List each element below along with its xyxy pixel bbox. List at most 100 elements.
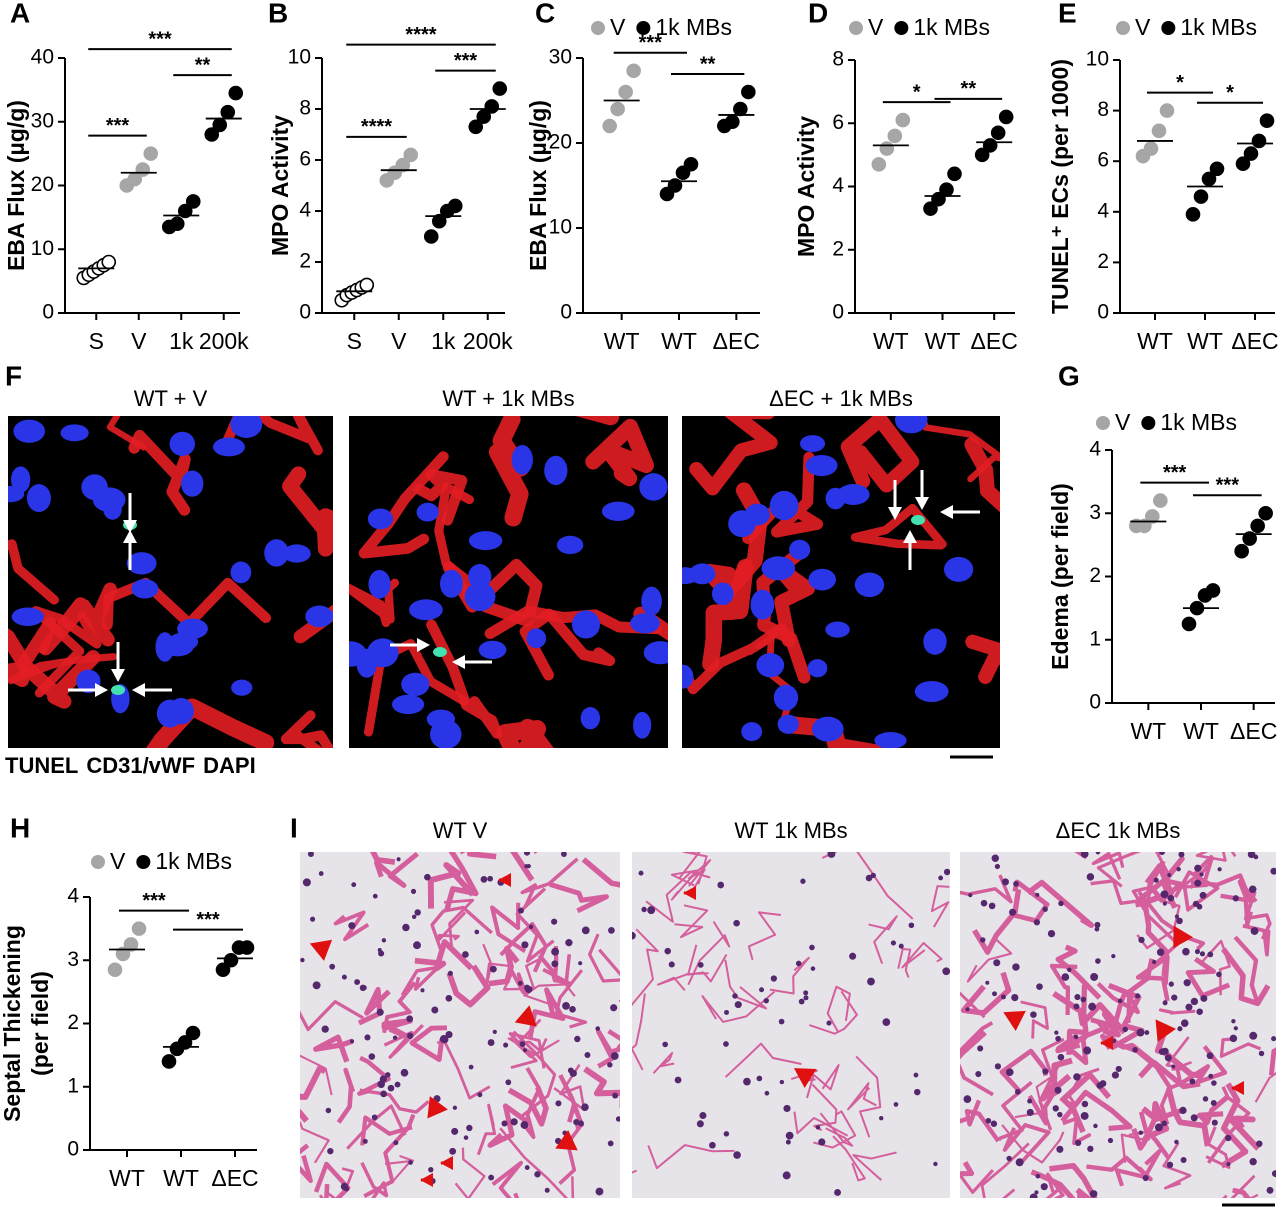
alveolar-wall [897,948,912,978]
vessel-stain [585,418,654,487]
nucleus-stain [156,699,183,728]
cell-nucleus [1081,1100,1089,1108]
vessel-stain [280,710,333,748]
cell-nucleus [1094,926,1100,932]
alveolar-wall [724,959,768,1010]
nucleus-stain [440,569,463,598]
alveolar-wall [645,871,711,923]
red-arrowhead [427,1096,448,1119]
nucleus-stain [805,454,838,477]
x-tick-label: WT [661,328,697,354]
alveolar-wall [502,958,540,991]
y-tick-label: 0 [299,301,311,324]
cell-nucleus [968,893,973,898]
nucleus-stain [811,716,844,742]
nucleus-stain [305,605,333,628]
data-point [947,166,962,182]
significance-label: *** [639,32,663,54]
y-axis-label: EBA Flux (µg/g) [3,100,29,271]
alveolar-wall [1237,879,1258,927]
nucleus-stain [643,641,668,665]
cell-nucleus [849,952,857,960]
cell-nucleus [1194,879,1202,887]
nucleus-stain [131,579,159,599]
cell-nucleus [521,941,529,949]
nucleus-stain [468,564,492,589]
legend-marker [91,855,105,869]
micrograph-content [960,852,1276,1198]
cell-nucleus [487,875,493,882]
vessel-stain [682,622,787,695]
y-tick-label: 4 [1089,438,1101,461]
alveolar-wall [1195,852,1237,862]
alveolar-wall [813,1110,857,1149]
alveolar-wall [747,911,782,961]
cell-nucleus [943,868,950,876]
cell-nucleus [1087,1145,1094,1153]
red-arrow-head [440,1156,453,1170]
nucleus-stain [711,582,734,606]
cell-nucleus [1153,877,1159,883]
red-arrow-head [1231,1081,1244,1095]
alveolar-wall [490,902,527,953]
cell-nucleus [445,994,453,1002]
nucleus-stain [103,498,122,520]
cell-nucleus [1035,892,1040,897]
y-tick-label: 0 [42,301,54,324]
cell-nucleus [492,1029,497,1034]
cell-nucleus [1200,994,1208,1002]
cell-nucleus [1271,1036,1276,1042]
alveolar-wall [980,1142,1030,1198]
cell-nucleus [462,951,469,958]
cell-nucleus [1166,1161,1174,1169]
arrow-head [123,520,137,533]
vessel-stain [434,482,474,600]
alveolar-wall [1049,963,1078,1016]
nucleus-stain [368,569,391,599]
significance-label: * [913,81,921,103]
nucleus-stain [580,707,601,730]
red-arrowhead [1173,925,1193,949]
alveolar-wall [1162,1142,1192,1190]
significance-label: ** [700,53,716,75]
vessel-stain [689,416,778,496]
cell-nucleus [607,1140,614,1147]
cell-nucleus [1182,947,1190,956]
nucleus-stain [825,621,850,638]
y-tick-label: 3 [1089,501,1101,524]
data-point [939,182,954,197]
data-point [982,138,998,153]
cell-nucleus [302,878,311,887]
cell-nucleus [1156,948,1165,956]
cell-nucleus [573,1118,580,1126]
nucleus-stain [126,552,157,575]
x-tick-label: ΔEC [971,328,1018,354]
alveolar-wall [1096,1020,1174,1091]
alveolar-wall [1026,879,1095,928]
alveolar-wall [1091,852,1125,880]
cell-nucleus [501,1120,508,1127]
data-point [1258,505,1273,521]
vessel-stain [850,503,947,550]
cell-nucleus [1162,901,1167,906]
cell-nucleus [612,1092,619,1099]
alveolar-wall [960,1161,975,1177]
data-point [431,213,447,229]
cell-nucleus [1185,1003,1193,1011]
alveolar-wall [960,991,986,1019]
data-point [610,101,625,117]
image-title: ΔEC + 1k MBs [769,386,913,411]
data-point [1145,509,1160,524]
data-point [1242,531,1257,546]
cell-nucleus [414,909,421,916]
data-point [990,125,1006,141]
cell-nucleus [534,1171,541,1178]
cell-nucleus [1111,953,1116,959]
alveolar-wall [1060,1089,1133,1132]
cell-nucleus [1174,914,1180,919]
cell-nucleus [782,1171,791,1180]
data-point [212,117,228,133]
cell-nucleus [988,902,996,910]
x-tick-label: V [391,328,407,354]
nucleus-stain [741,722,763,742]
